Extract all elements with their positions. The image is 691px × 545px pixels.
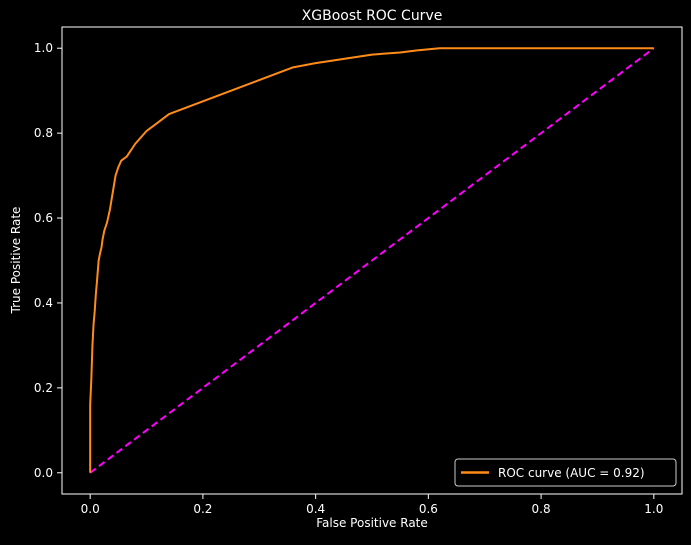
x-tick-label: 0.4 xyxy=(306,502,325,516)
y-tick-label: 0.0 xyxy=(34,466,53,480)
legend: ROC curve (AUC = 0.92) xyxy=(454,458,677,487)
roc-curve-line xyxy=(89,47,654,473)
y-tick-label: 0.6 xyxy=(34,211,53,225)
chart-title: XGBoost ROC Curve xyxy=(302,8,443,24)
y-axis: 0.0 0.2 0.4 0.6 0.8 1.0 xyxy=(34,41,62,480)
plot-area-frame xyxy=(61,26,683,495)
x-tick-label: 0.0 xyxy=(81,502,100,516)
chance-diagonal-line xyxy=(89,47,655,474)
legend-entry-roc: ROC curve (AUC = 0.92) xyxy=(498,466,645,480)
y-tick-label: 1.0 xyxy=(34,41,53,55)
y-axis-label: True Positive Rate xyxy=(9,207,23,315)
x-axis-label: False Positive Rate xyxy=(316,516,428,530)
y-tick-label: 0.8 xyxy=(34,126,53,140)
x-tick-label: 1.0 xyxy=(644,502,663,516)
y-tick-label: 0.2 xyxy=(34,381,53,395)
x-tick-label: 0.2 xyxy=(193,502,212,516)
x-tick-label: 0.6 xyxy=(419,502,438,516)
series-layer xyxy=(89,47,655,474)
y-tick-label: 0.4 xyxy=(34,296,53,310)
x-tick-label: 0.8 xyxy=(532,502,551,516)
x-axis: 0.0 0.2 0.4 0.6 0.8 1.0 xyxy=(81,494,663,516)
legend-box xyxy=(454,458,677,487)
